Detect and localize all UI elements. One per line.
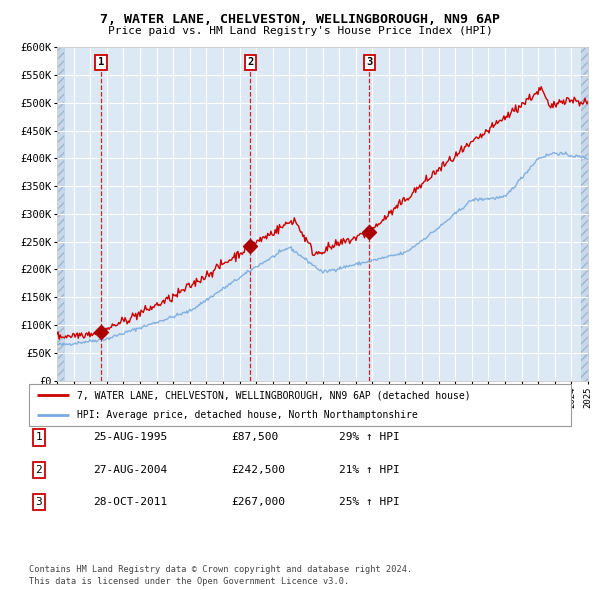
Text: 7, WATER LANE, CHELVESTON, WELLINGBOROUGH, NN9 6AP (detached house): 7, WATER LANE, CHELVESTON, WELLINGBOROUG… [77,391,470,401]
Text: £242,500: £242,500 [231,465,285,475]
Bar [57,47,64,381]
Text: Price paid vs. HM Land Registry's House Price Index (HPI): Price paid vs. HM Land Registry's House … [107,26,493,36]
Text: Contains HM Land Registry data © Crown copyright and database right 2024.: Contains HM Land Registry data © Crown c… [29,565,412,574]
Text: 25% ↑ HPI: 25% ↑ HPI [339,497,400,507]
Text: 3: 3 [367,57,373,67]
Text: 1: 1 [35,432,43,442]
Text: 25-AUG-1995: 25-AUG-1995 [93,432,167,442]
Bar [57,47,65,381]
Text: HPI: Average price, detached house, North Northamptonshire: HPI: Average price, detached house, Nort… [77,411,417,420]
FancyBboxPatch shape [29,384,571,426]
Text: £87,500: £87,500 [231,432,278,442]
Text: 7, WATER LANE, CHELVESTON, WELLINGBOROUGH, NN9 6AP: 7, WATER LANE, CHELVESTON, WELLINGBOROUG… [100,13,500,26]
Text: 28-OCT-2011: 28-OCT-2011 [93,497,167,507]
Text: 21% ↑ HPI: 21% ↑ HPI [339,465,400,475]
Text: 2: 2 [247,57,254,67]
Text: 27-AUG-2004: 27-AUG-2004 [93,465,167,475]
Text: 29% ↑ HPI: 29% ↑ HPI [339,432,400,442]
Text: 1: 1 [98,57,104,67]
Text: 2: 2 [35,465,43,475]
Bar [581,47,588,381]
Text: £267,000: £267,000 [231,497,285,507]
Text: This data is licensed under the Open Government Licence v3.0.: This data is licensed under the Open Gov… [29,577,349,586]
Text: 3: 3 [35,497,43,507]
